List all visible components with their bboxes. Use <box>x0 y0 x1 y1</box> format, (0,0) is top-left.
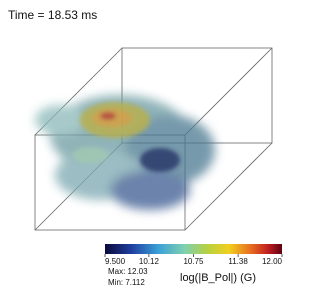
volume-render <box>35 95 215 210</box>
tick-label: 12.00 <box>262 257 283 266</box>
colorbar <box>105 244 282 254</box>
colorbar-ticks: 9.500 10.12 10.75 11.38 12.00 <box>104 254 283 266</box>
tick-label: 10.75 <box>183 257 204 266</box>
tick-label: 10.12 <box>139 257 160 266</box>
tick-label: 11.38 <box>228 257 248 266</box>
time-label: Time = 18.53 ms <box>8 8 97 22</box>
max-label: Max: 12.03 <box>108 267 148 276</box>
colorbar-title: log(|B_Pol|) (G) <box>180 272 256 284</box>
tick-label: 9.500 <box>105 257 126 266</box>
render-view: Time = 18.53 ms 9.500 10.12 10.75 11.38 12.0… <box>8 8 283 287</box>
min-label: Min: 7.112 <box>108 278 145 287</box>
